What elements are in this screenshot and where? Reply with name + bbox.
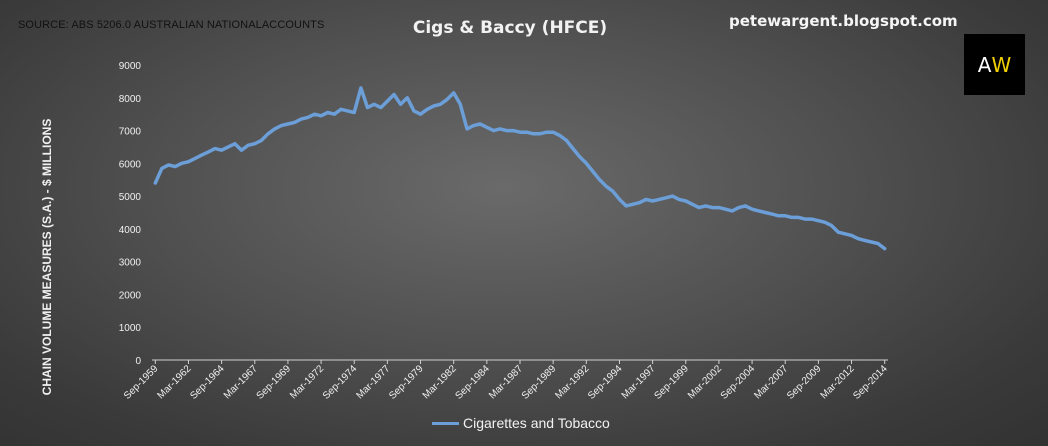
- x-tick-label: Sep-1999: [652, 363, 691, 402]
- x-tick-label: Mar-1992: [553, 363, 591, 401]
- x-tick-label: Mar-1987: [487, 363, 525, 401]
- y-tick-label: 3000: [119, 258, 142, 269]
- x-tick-label: Sep-1989: [520, 363, 559, 402]
- x-tick-label: Sep-2014: [851, 363, 890, 402]
- y-tick-label: 6000: [119, 159, 142, 170]
- blog-url[interactable]: petewargent.blogspot.com: [729, 12, 958, 30]
- series-layer: [153, 86, 887, 251]
- x-tick-label: Mar-2007: [752, 363, 790, 401]
- y-tick-label: 9000: [119, 61, 142, 72]
- legend-label: Cigarettes and Tobacco: [463, 415, 610, 431]
- x-tick-label: Mar-1982: [421, 363, 459, 401]
- legend: Cigarettes and Tobacco: [432, 415, 610, 431]
- y-tick-label: 4000: [119, 225, 142, 236]
- y-tick-label: 5000: [119, 192, 142, 203]
- y-tick-label: 2000: [119, 290, 142, 301]
- x-tick-label: Mar-1977: [354, 363, 392, 401]
- x-tick-label: Mar-1967: [222, 363, 260, 401]
- source-note: SOURCE: ABS 5206.0 AUSTRALIAN NATIONALAC…: [18, 19, 325, 31]
- x-tick-label: Mar-1962: [156, 363, 194, 401]
- x-tick-label: Sep-1979: [387, 363, 426, 402]
- x-tick-label: Mar-1997: [620, 363, 658, 401]
- x-tick-label: Mar-1972: [288, 363, 326, 401]
- x-tick-label: Sep-1994: [586, 363, 625, 402]
- legend-swatch: [432, 421, 459, 425]
- y-tick-label: 0: [135, 356, 141, 367]
- series-line-cigarettes-and-tobacco: [153, 86, 887, 251]
- x-tick-label: Sep-2009: [785, 363, 824, 402]
- y-tick-label: 7000: [119, 127, 142, 138]
- x-tick-label: Sep-1964: [188, 363, 227, 402]
- x-axis-ticks: Sep-1959Mar-1962Sep-1964Mar-1967Sep-1969…: [122, 360, 890, 402]
- x-tick-label: Sep-1969: [255, 363, 294, 402]
- logo-letter-w: W: [991, 52, 1012, 77]
- x-tick-label: Mar-2002: [686, 363, 724, 401]
- x-tick-label: Sep-1959: [122, 363, 161, 402]
- y-tick-label: 8000: [119, 94, 142, 105]
- x-tick-label: Sep-1974: [321, 363, 360, 402]
- y-tick-label: 1000: [119, 323, 142, 334]
- x-tick-label: Sep-1984: [454, 363, 493, 402]
- logo-letter-a: A: [977, 52, 992, 77]
- chart-title: Cigs & Baccy (HFCE): [412, 18, 608, 38]
- y-axis-ticks: 0 1000 2000 3000 4000 5000 6000 7000 8000 9000: [119, 61, 142, 367]
- x-tick-label: Mar-2012: [819, 363, 857, 401]
- x-tick-label: Sep-2004: [719, 363, 758, 402]
